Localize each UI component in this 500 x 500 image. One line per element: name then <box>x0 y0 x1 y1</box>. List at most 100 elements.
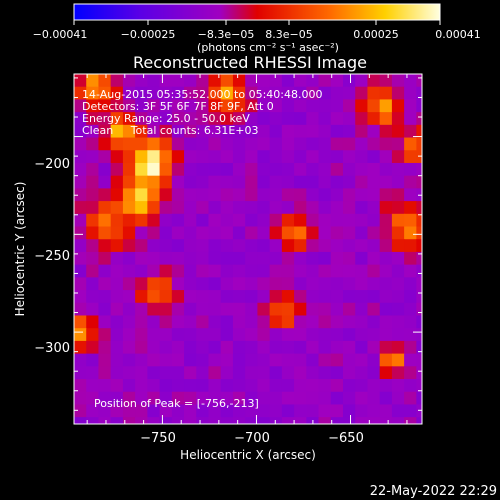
heatmap-cell <box>281 162 295 177</box>
heatmap-cell <box>245 328 259 342</box>
heatmap-cell <box>379 112 393 126</box>
heatmap-cell <box>208 366 222 380</box>
heatmap-cell <box>74 264 87 278</box>
heatmap-cell <box>98 124 112 139</box>
heatmap-cell <box>355 188 369 202</box>
timestamp: 22-May-2022 22:29 <box>370 484 497 499</box>
heatmap-cell <box>245 353 259 367</box>
heatmap-cell <box>269 391 283 406</box>
heatmap-cell <box>122 290 136 304</box>
heatmap-cell <box>171 74 185 88</box>
heatmap-cell <box>330 379 344 393</box>
heatmap-cell <box>355 404 369 418</box>
heatmap-cell <box>208 175 222 189</box>
heatmap-cell <box>294 404 307 418</box>
heatmap-cell <box>391 379 405 393</box>
heatmap-cell <box>318 264 332 278</box>
heatmap-cell <box>306 379 320 393</box>
heatmap-cell <box>135 162 148 177</box>
heatmap-cell <box>342 99 356 113</box>
heatmap-cell <box>147 328 161 342</box>
heatmap-cell <box>355 162 369 177</box>
heatmap-cell <box>306 340 320 355</box>
heatmap-cell <box>367 137 381 151</box>
heatmap-cell <box>367 74 381 88</box>
heatmap-cell <box>342 391 356 406</box>
heatmap-cell <box>257 99 271 113</box>
heatmap-cell <box>367 417 381 424</box>
heatmap-cell <box>208 353 222 367</box>
heatmap-cell <box>367 404 381 418</box>
heatmap-cell <box>269 112 283 126</box>
heatmap-cell <box>208 150 222 164</box>
heatmap-cell <box>367 162 381 177</box>
heatmap-cell <box>135 290 148 304</box>
heatmap-cell <box>355 124 369 139</box>
heatmap-cell <box>110 251 124 266</box>
heatmap-cell <box>404 226 417 240</box>
heatmap-cell <box>110 417 124 424</box>
heatmap-cell <box>391 340 405 355</box>
heatmap-cell <box>220 150 234 164</box>
heatmap-cell <box>281 328 295 342</box>
heatmap-cell <box>171 264 185 278</box>
heatmap-cell <box>135 99 148 113</box>
heatmap-cell <box>367 124 381 139</box>
heatmap-cell <box>232 99 246 113</box>
heatmap-cell <box>379 124 393 139</box>
heatmap-cell <box>330 213 344 228</box>
heatmap-cell <box>379 417 393 424</box>
heatmap-cell <box>220 302 234 317</box>
heatmap-cell <box>416 137 422 151</box>
heatmap-cell <box>306 226 320 240</box>
heatmap-cell <box>391 391 405 406</box>
heatmap-cell <box>318 404 332 418</box>
heatmap-cell <box>379 379 393 393</box>
heatmap-cell <box>86 213 100 228</box>
heatmap-cell <box>147 201 161 215</box>
heatmap-cell <box>342 201 356 215</box>
heatmap-cell <box>269 264 283 278</box>
heatmap-cell <box>294 417 307 424</box>
heatmap-cell <box>245 137 259 151</box>
heatmap-cell <box>269 340 283 355</box>
heatmap-cell <box>318 74 332 88</box>
heatmap-cell <box>257 175 271 189</box>
heatmap-cell <box>220 137 234 151</box>
heatmap-cell <box>159 99 173 113</box>
heatmap-cell <box>367 175 381 189</box>
heatmap-cell <box>122 328 136 342</box>
heatmap-cell <box>147 417 161 424</box>
heatmap-cell <box>98 239 112 253</box>
heatmap-cell <box>196 379 210 393</box>
heatmap-cell <box>355 340 369 355</box>
heatmap-cell <box>110 74 124 88</box>
heatmap-cell <box>159 124 173 139</box>
heatmap-cell <box>245 226 259 240</box>
heatmap-cell <box>147 226 161 240</box>
heatmap-cell <box>98 328 112 342</box>
heatmap-cell <box>196 213 210 228</box>
heatmap-cell <box>257 417 271 424</box>
heatmap-cell <box>330 124 344 139</box>
heatmap-cell <box>86 302 100 317</box>
heatmap-cell <box>184 201 197 215</box>
heatmap-cell <box>220 175 234 189</box>
heatmap-cell <box>171 366 185 380</box>
heatmap-cell <box>98 201 112 215</box>
heatmap-cell <box>281 315 295 329</box>
heatmap-cell <box>367 150 381 164</box>
heatmap-cell <box>391 112 405 126</box>
heatmap-cell <box>404 112 417 126</box>
heatmap-cell <box>122 162 136 177</box>
heatmap-cell <box>379 328 393 342</box>
heatmap-cell <box>355 251 369 266</box>
heatmap-cell <box>220 86 234 101</box>
heatmap-cell <box>74 353 87 367</box>
heatmap-cell <box>196 99 210 113</box>
heatmap-cell <box>196 188 210 202</box>
heatmap-cell <box>355 226 369 240</box>
heatmap-cell <box>330 277 344 291</box>
heatmap-cell <box>98 226 112 240</box>
heatmap-cell <box>147 353 161 367</box>
